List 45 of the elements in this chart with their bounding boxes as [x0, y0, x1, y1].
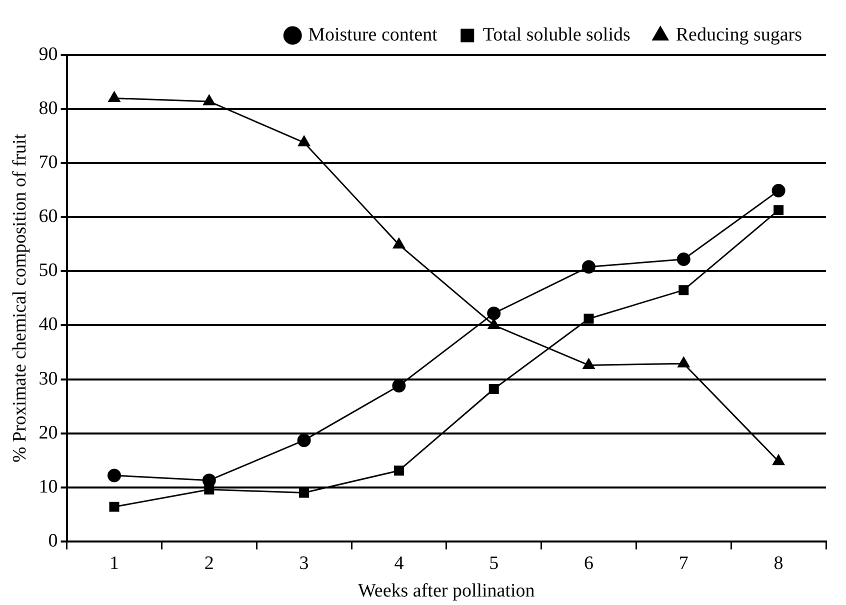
point: [297, 434, 311, 448]
point: [393, 238, 405, 248]
point: [678, 356, 690, 368]
y-tick-label: 40: [38, 314, 58, 336]
y-tick-label: 0: [48, 530, 58, 552]
point: [392, 379, 406, 392]
point: [109, 502, 120, 512]
point: [584, 314, 594, 324]
point: [582, 358, 595, 369]
y-tick-label: 90: [38, 44, 58, 65]
y-tick-label: 10: [38, 476, 58, 498]
x-tick-label: 7: [678, 552, 688, 574]
point: [108, 91, 120, 102]
x-tick-label: 4: [394, 552, 404, 574]
x-tick-label: 2: [204, 552, 214, 574]
point: [203, 94, 216, 106]
y-tick-label: 60: [38, 206, 58, 228]
y-tick-label: 70: [38, 152, 58, 174]
x-tick-label: 5: [489, 552, 499, 574]
y-tick-label: 30: [38, 368, 58, 390]
x-axis-title: Weeks after pollination: [358, 580, 536, 602]
point: [678, 285, 689, 296]
point: [298, 136, 310, 146]
y-tick-label: 50: [38, 260, 58, 282]
point: [394, 466, 404, 476]
point: [488, 384, 499, 394]
x-tick-label: 8: [774, 552, 784, 574]
point: [676, 252, 690, 266]
point: [299, 488, 310, 498]
x-tick-label: 1: [110, 552, 119, 574]
y-tick-label: 80: [38, 98, 58, 120]
point: [487, 306, 501, 320]
point: [108, 468, 121, 482]
point: [772, 454, 784, 466]
legend-label: Total soluble solids: [482, 24, 630, 46]
point: [582, 260, 596, 274]
point: [774, 205, 784, 216]
point: [202, 474, 216, 488]
y-axis-title: % Proximate chemical composition of fruit: [9, 133, 30, 463]
y-tick-label: 20: [38, 422, 58, 444]
point: [772, 184, 786, 198]
legend-label: Reducing sugars: [676, 24, 802, 46]
legend-label: Moisture content: [308, 24, 438, 46]
x-tick-label: 3: [299, 552, 309, 574]
x-tick-label: 6: [584, 552, 594, 574]
